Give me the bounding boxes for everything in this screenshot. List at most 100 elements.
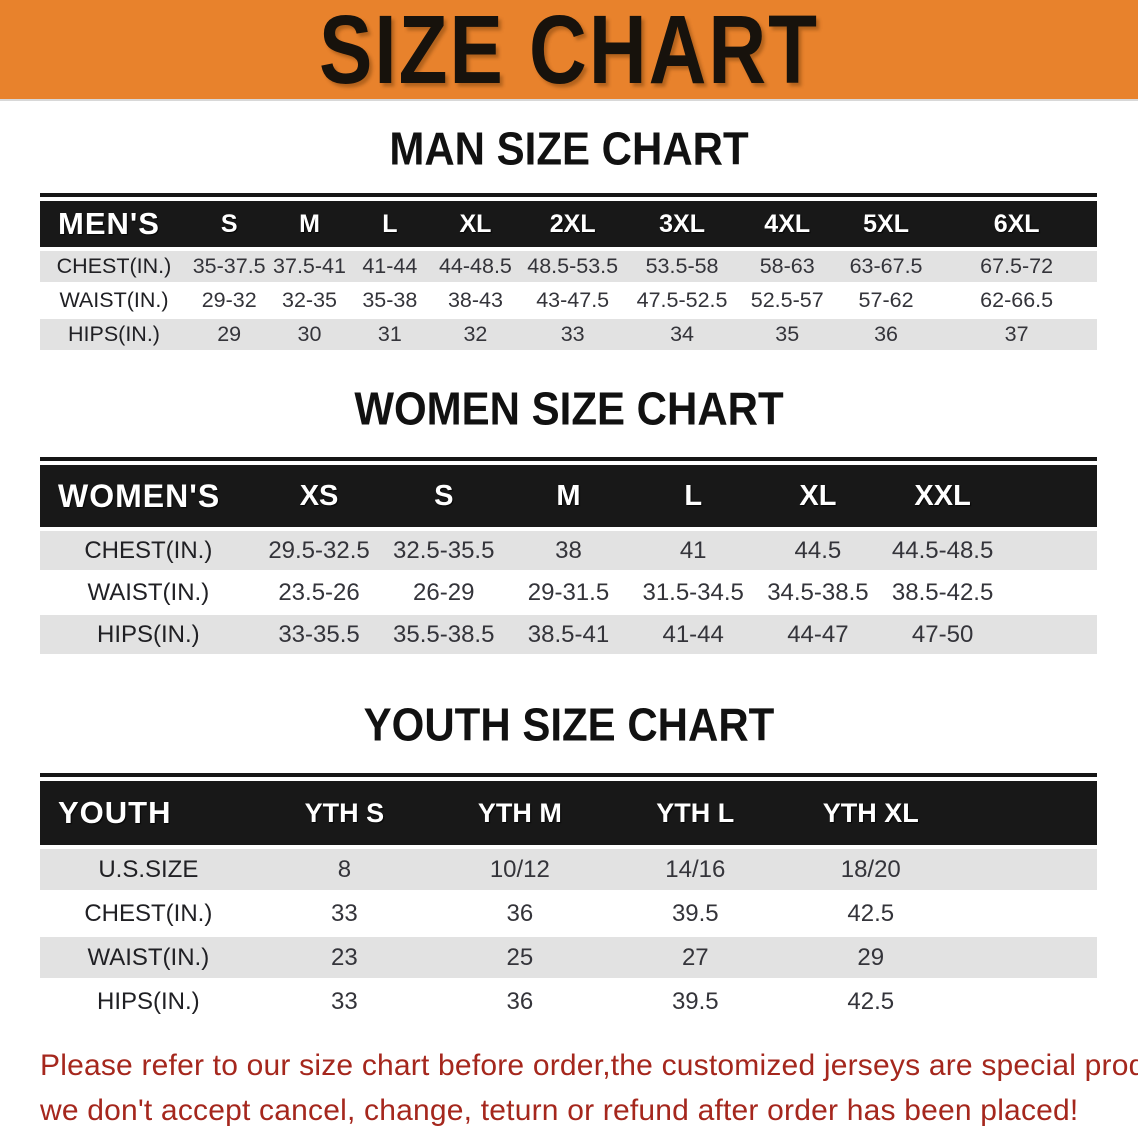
empty-cell: [1004, 615, 1097, 657]
row-label: CHEST(IN.): [40, 893, 257, 937]
size-value: 35.5-38.5: [381, 615, 507, 657]
row-label: CHEST(IN.): [40, 251, 188, 285]
size-value: 36: [432, 981, 608, 1025]
size-value: 42.5: [783, 981, 959, 1025]
men-size-table: MEN'S S M L XL 2XL 3XL 4XL 5XL 6XL CHEST(IN.) 35-37…: [40, 193, 1097, 353]
disclaimer-line-1: Please refer to our size chart before or…: [40, 1049, 1138, 1082]
size-value: 32.5-35.5: [381, 531, 507, 573]
column-header-empty: [1004, 465, 1097, 531]
size-value: 52.5-57: [738, 285, 836, 319]
column-header: S: [187, 201, 271, 251]
column-header: 3XL: [625, 201, 739, 251]
disclaimer-line-2: we don't accept cancel, change, teturn o…: [40, 1094, 1079, 1127]
row-label: U.S.SIZE: [40, 849, 257, 893]
size-value: 47.5-52.5: [625, 285, 739, 319]
column-header: M: [270, 201, 349, 251]
row-label: HIPS(IN.): [40, 319, 188, 353]
size-value: 34: [625, 319, 739, 353]
column-header-empty: [958, 781, 1097, 849]
size-value: 10/12: [432, 849, 608, 893]
size-value: 23: [256, 937, 433, 981]
empty-cell: [958, 893, 1097, 937]
table-title: YOUTH: [40, 781, 257, 849]
empty-cell: [1004, 573, 1097, 615]
size-table-grid: WOMEN'S XS S M L XL XXL CHEST(IN.) 29.5-32.5 32.5…: [40, 465, 1097, 657]
disclaimer: Please refer to our size chart before or…: [40, 1043, 1138, 1132]
size-value: 67.5-72: [936, 251, 1097, 285]
size-value: 44-47: [755, 615, 881, 657]
column-header: XS: [256, 465, 382, 531]
row-label: WAIST(IN.): [40, 937, 257, 981]
size-value: 8: [256, 849, 433, 893]
row-label: HIPS(IN.): [40, 981, 257, 1025]
table-header-row: YOUTH YTH S YTH M YTH L YTH XL: [40, 781, 1097, 849]
table-row: WAIST(IN.) 23 25 27 29: [40, 937, 1097, 981]
size-value: 31: [348, 319, 432, 353]
youth-size-table: YOUTH YTH S YTH M YTH L YTH XL U.S.SIZE 8 10/12…: [40, 773, 1097, 1025]
size-table-grid: YOUTH YTH S YTH M YTH L YTH XL U.S.SIZE 8 10/12…: [40, 781, 1097, 1025]
size-value: 57-62: [835, 285, 937, 319]
size-value: 26-29: [381, 573, 507, 615]
column-header: YTH XL: [783, 781, 959, 849]
size-value: 35-38: [348, 285, 432, 319]
empty-cell: [958, 849, 1097, 893]
table-header-row: MEN'S S M L XL 2XL 3XL 4XL 5XL 6XL: [40, 201, 1097, 251]
size-value: 34.5-38.5: [755, 573, 881, 615]
size-value: 38.5-41: [506, 615, 631, 657]
size-value: 53.5-58: [625, 251, 739, 285]
column-header: YTH S: [256, 781, 433, 849]
column-header: 5XL: [835, 201, 937, 251]
size-value: 41-44: [630, 615, 756, 657]
row-label: WAIST(IN.): [40, 573, 257, 615]
column-header: XXL: [880, 465, 1005, 531]
size-value: 30: [270, 319, 349, 353]
table-row: HIPS(IN.) 29 30 31 32 33 34 35 36 37: [40, 319, 1097, 353]
column-header: 4XL: [738, 201, 836, 251]
page-title: SIZE CHART: [319, 0, 819, 104]
women-size-chart-section: WOMEN SIZE CHART WOMEN'S XS S M L XL XXL CHEST(…: [0, 382, 1138, 657]
size-value: 48.5-53.5: [519, 251, 626, 285]
women-size-chart-heading: WOMEN SIZE CHART: [354, 382, 784, 435]
empty-cell: [958, 937, 1097, 981]
size-value: 41-44: [348, 251, 432, 285]
size-value: 47-50: [880, 615, 1005, 657]
table-title: WOMEN'S: [40, 465, 257, 531]
size-value: 33: [519, 319, 626, 353]
table-row: CHEST(IN.) 35-37.5 37.5-41 41-44 44-48.5 48.5…: [40, 251, 1097, 285]
size-value: 33: [256, 981, 433, 1025]
size-value: 36: [432, 893, 608, 937]
size-value: 44.5-48.5: [880, 531, 1005, 573]
table-row: WAIST(IN.) 23.5-26 26-29 29-31.5 31.5-34.5 34…: [40, 573, 1097, 615]
man-size-chart-heading: MAN SIZE CHART: [389, 122, 749, 175]
table-row: CHEST(IN.) 29.5-32.5 32.5-35.5 38 41 44.5 44.5…: [40, 531, 1097, 573]
row-label: WAIST(IN.): [40, 285, 188, 319]
column-header: M: [506, 465, 631, 531]
size-value: 29-32: [187, 285, 271, 319]
size-value: 37: [936, 319, 1097, 353]
size-value: 14/16: [607, 849, 784, 893]
size-value: 32: [431, 319, 520, 353]
size-value: 33: [256, 893, 433, 937]
column-header: L: [630, 465, 756, 531]
table-header-row: WOMEN'S XS S M L XL XXL: [40, 465, 1097, 531]
table-row: CHEST(IN.) 33 36 39.5 42.5: [40, 893, 1097, 937]
size-value: 29: [187, 319, 271, 353]
size-value: 41: [630, 531, 756, 573]
size-value: 62-66.5: [936, 285, 1097, 319]
size-value: 29: [783, 937, 959, 981]
column-header: YTH M: [432, 781, 608, 849]
empty-cell: [958, 981, 1097, 1025]
column-header: S: [381, 465, 507, 531]
size-value: 37.5-41: [270, 251, 349, 285]
column-header: XL: [755, 465, 881, 531]
size-value: 39.5: [607, 893, 784, 937]
size-value: 36: [835, 319, 937, 353]
column-header: L: [348, 201, 432, 251]
size-value: 43-47.5: [519, 285, 626, 319]
size-value: 23.5-26: [256, 573, 382, 615]
size-value: 33-35.5: [256, 615, 382, 657]
table-row: HIPS(IN.) 33-35.5 35.5-38.5 38.5-41 41-44 44-…: [40, 615, 1097, 657]
table-title: MEN'S: [40, 201, 188, 251]
table-row: WAIST(IN.) 29-32 32-35 35-38 38-43 43-47.5 47.…: [40, 285, 1097, 319]
size-value: 18/20: [783, 849, 959, 893]
